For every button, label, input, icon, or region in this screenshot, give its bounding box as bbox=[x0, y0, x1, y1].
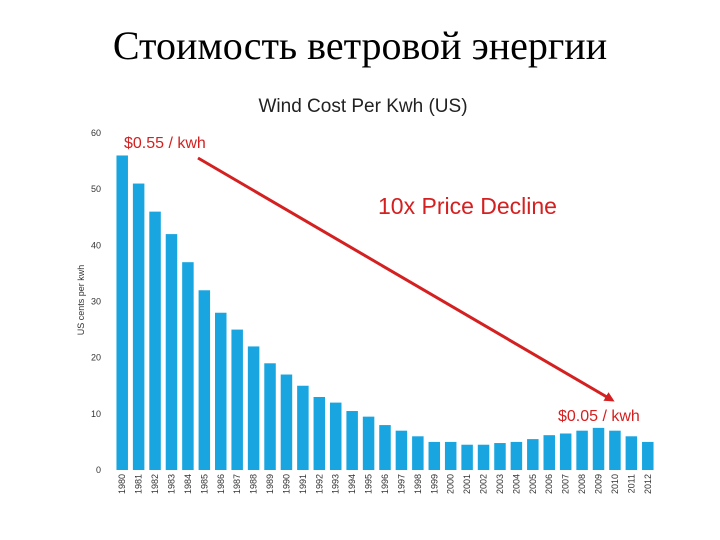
bar-1993 bbox=[329, 402, 342, 470]
bar-1986 bbox=[215, 312, 227, 470]
x-tick-label: 2003 bbox=[495, 474, 505, 494]
x-tick-label: 1981 bbox=[134, 474, 144, 494]
x-tick-label: 2006 bbox=[544, 474, 554, 494]
x-tick-label: 2005 bbox=[528, 474, 538, 494]
x-tick-label: 2000 bbox=[446, 474, 456, 494]
bar-1985 bbox=[198, 290, 211, 470]
y-axis-ticks: 0 10 20 30 40 50 60 bbox=[91, 128, 101, 475]
x-tick-label: 2011 bbox=[626, 474, 636, 493]
x-tick-label: 2010 bbox=[610, 474, 620, 494]
y-tick-label: 50 bbox=[91, 184, 101, 194]
start-price-label: $0.55 / kwh bbox=[124, 135, 206, 152]
x-tick-label: 2008 bbox=[577, 474, 587, 494]
x-tick-label: 2009 bbox=[594, 474, 604, 494]
x-tick-label: 2001 bbox=[462, 474, 472, 494]
bar-2012 bbox=[642, 441, 654, 470]
y-axis-label: US cents per kwh bbox=[76, 265, 86, 336]
x-tick-label: 1999 bbox=[429, 474, 439, 494]
bar-1994 bbox=[346, 411, 358, 470]
bar-2007 bbox=[559, 433, 572, 470]
bar-1984 bbox=[182, 262, 194, 470]
bar-2004 bbox=[510, 441, 523, 470]
bar-2011 bbox=[625, 436, 638, 470]
bar-2001 bbox=[461, 444, 473, 470]
chart-title: Wind Cost Per Kwh (US) bbox=[258, 96, 467, 117]
x-tick-label: 1993 bbox=[331, 474, 341, 494]
bar-1990 bbox=[280, 374, 293, 470]
bar-2000 bbox=[444, 441, 457, 470]
x-tick-label: 1985 bbox=[199, 474, 209, 494]
bar-1997 bbox=[395, 430, 408, 470]
x-tick-label: 2002 bbox=[479, 474, 489, 494]
bar-1992 bbox=[313, 396, 326, 470]
y-tick-label: 10 bbox=[91, 409, 101, 419]
bar-1980 bbox=[116, 155, 128, 470]
x-tick-label: 1990 bbox=[281, 474, 291, 494]
bar-1983 bbox=[165, 234, 178, 470]
decline-arrow bbox=[197, 156, 615, 402]
x-tick-label: 1982 bbox=[150, 474, 160, 494]
end-price-label: $0.05 / kwh bbox=[558, 408, 640, 425]
x-tick-label: 1986 bbox=[216, 474, 226, 494]
bar-1981 bbox=[132, 183, 145, 471]
bar-2009 bbox=[592, 427, 605, 470]
y-tick-label: 30 bbox=[91, 297, 101, 307]
x-tick-label: 1998 bbox=[413, 474, 423, 494]
x-tick-label: 1997 bbox=[396, 474, 406, 494]
x-tick-label: 1995 bbox=[364, 474, 374, 494]
x-axis-ticks: 1980 1981 1982 1983 1984 1985 1986 1987 1988 1989… bbox=[117, 474, 653, 494]
x-tick-label: 1987 bbox=[232, 474, 242, 494]
x-tick-label: 2012 bbox=[643, 474, 653, 494]
x-tick-label: 2007 bbox=[561, 474, 571, 494]
bar-1991 bbox=[297, 385, 309, 470]
x-tick-label: 1994 bbox=[347, 474, 357, 494]
bar-2002 bbox=[477, 444, 490, 470]
y-tick-label: 20 bbox=[91, 353, 101, 363]
x-tick-label: 1983 bbox=[166, 474, 176, 494]
bar-1996 bbox=[379, 425, 391, 470]
bar-2006 bbox=[543, 435, 555, 470]
x-tick-label: 1996 bbox=[380, 474, 390, 494]
y-tick-label: 40 bbox=[91, 240, 101, 250]
bar-1998 bbox=[412, 436, 424, 470]
bar-2005 bbox=[527, 439, 539, 470]
bar-1989 bbox=[264, 363, 276, 470]
bar-1988 bbox=[247, 346, 260, 470]
slide-title: Стоимость ветровой энергии bbox=[112, 23, 608, 68]
x-tick-label: 1980 bbox=[117, 474, 127, 494]
headline-label: 10x Price Decline bbox=[378, 193, 557, 219]
x-tick-label: 1988 bbox=[249, 474, 259, 494]
x-tick-label: 1989 bbox=[265, 474, 275, 494]
x-tick-label: 2004 bbox=[511, 474, 521, 494]
bar-1999 bbox=[428, 441, 441, 470]
x-tick-label: 1984 bbox=[183, 474, 193, 494]
bar-2010 bbox=[609, 430, 621, 470]
bar-1995 bbox=[362, 416, 375, 470]
x-tick-label: 1992 bbox=[314, 474, 324, 494]
bars bbox=[116, 155, 654, 471]
x-tick-label: 1991 bbox=[298, 474, 308, 494]
y-tick-label: 0 bbox=[96, 465, 101, 475]
y-tick-label: 60 bbox=[91, 128, 101, 138]
bar-2003 bbox=[494, 443, 506, 470]
bar-1987 bbox=[231, 329, 243, 470]
bar-2008 bbox=[576, 430, 588, 470]
bar-1982 bbox=[149, 211, 161, 470]
